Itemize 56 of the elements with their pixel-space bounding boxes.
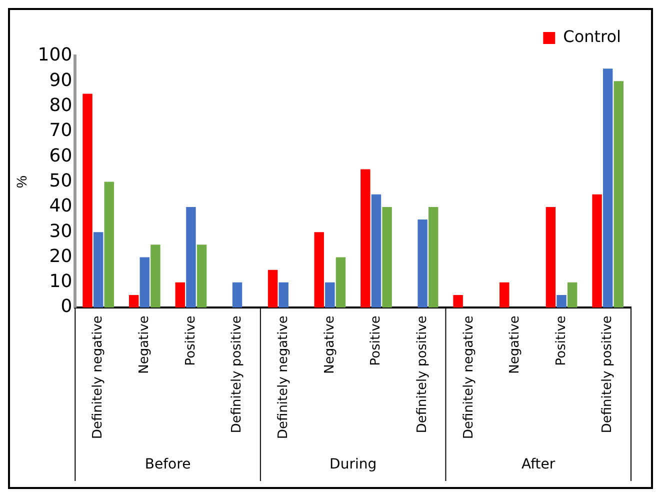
bar <box>360 169 370 308</box>
y-tick-label: 10 <box>49 271 72 292</box>
y-tick-label: 90 <box>49 70 72 91</box>
x-tick-label: Positive <box>554 316 569 366</box>
bar <box>592 194 602 308</box>
bar <box>428 206 438 308</box>
legend-label: Control <box>563 27 622 46</box>
bar <box>556 294 566 308</box>
y-tick-label: 0 <box>60 296 72 318</box>
y-axis-title: % <box>13 176 30 188</box>
bar <box>82 94 92 308</box>
bar <box>336 257 346 308</box>
y-tick-label: 100 <box>38 44 72 66</box>
bar <box>453 294 463 308</box>
bar <box>314 232 324 308</box>
x-tick-label: Definitely positive <box>600 316 616 434</box>
x-tick-label: Negative <box>137 316 152 374</box>
x-tick-label: Positive <box>183 316 198 366</box>
bar <box>175 282 186 308</box>
bar <box>232 282 242 308</box>
x-tick-label: Definitely positive <box>414 316 430 434</box>
x-tick-label: Definitely negative <box>90 316 106 439</box>
bar <box>128 294 139 308</box>
bar <box>382 206 392 308</box>
y-tick-label: 50 <box>49 170 72 192</box>
bar <box>418 220 428 308</box>
x-tick-label: Definitely positive <box>230 316 245 434</box>
bar <box>268 270 278 308</box>
bar <box>567 282 578 308</box>
y-tick-label: 40 <box>49 196 72 217</box>
bar <box>602 68 613 308</box>
text: Before <box>144 456 191 473</box>
bar <box>150 244 160 308</box>
x-tick-label: Negative <box>508 316 523 374</box>
x-tick-label: Definitely negative <box>461 316 476 439</box>
bar <box>371 194 382 308</box>
bar <box>104 182 114 308</box>
bar <box>325 282 335 308</box>
bar <box>140 257 150 308</box>
x-tick-label: Definitely negative <box>276 316 291 439</box>
bar <box>278 282 288 308</box>
y-tick-label: 20 <box>49 246 72 267</box>
bar <box>614 81 624 308</box>
text: During <box>330 456 377 473</box>
y-tick-label: 80 <box>49 94 72 116</box>
bar <box>186 206 196 308</box>
x-tick-label: Positive <box>368 316 384 366</box>
bar <box>500 282 510 308</box>
bar <box>93 232 104 308</box>
x-tick-label: Negative <box>322 316 338 374</box>
y-tick-label: 30 <box>49 220 72 242</box>
bar <box>546 206 556 308</box>
text: After <box>522 456 556 473</box>
bar <box>196 244 207 308</box>
y-tick-label: 60 <box>49 145 72 166</box>
y-tick-label: 70 <box>49 120 72 142</box>
